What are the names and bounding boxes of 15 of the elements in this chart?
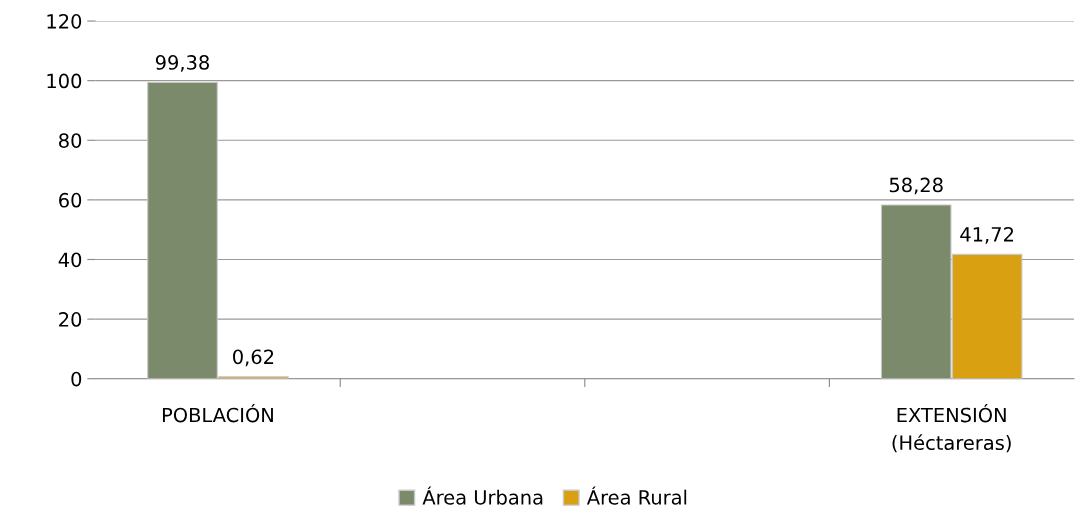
y-tick-label: 60 xyxy=(59,192,82,208)
legend-label: Área Rural xyxy=(586,486,687,505)
y-tick-label: 100 xyxy=(47,73,82,89)
text: 58,28 xyxy=(889,177,943,195)
y-tick-label: 120 xyxy=(47,14,82,29)
y-tick-label: 20 xyxy=(59,312,82,327)
y-tick-label: 0 xyxy=(71,371,82,387)
text: 41,72 xyxy=(960,226,1014,244)
x-tick-label: POBLACIÓN xyxy=(162,404,273,423)
x-tick-label: EXTENSIÓN (Héctareras) xyxy=(892,404,1011,453)
y-tick-label: 80 xyxy=(59,133,82,148)
text: 0,62 xyxy=(233,349,274,367)
text: 99,38 xyxy=(155,55,209,72)
y-tick-label: 40 xyxy=(58,252,82,268)
legend-label: Área Urbana xyxy=(422,486,543,505)
